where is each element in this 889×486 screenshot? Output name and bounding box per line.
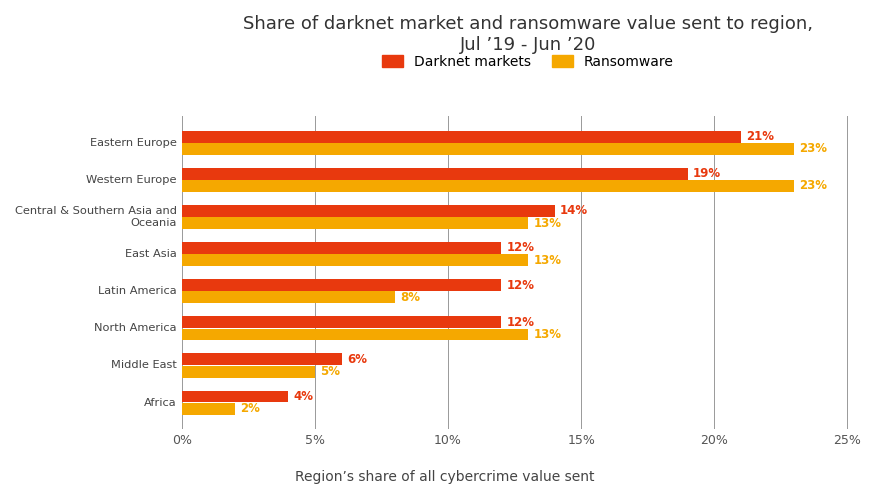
Text: 5%: 5% bbox=[320, 365, 340, 378]
Bar bbox=[182, 242, 501, 254]
Text: 14%: 14% bbox=[560, 204, 588, 217]
Text: 13%: 13% bbox=[533, 254, 561, 267]
Text: 12%: 12% bbox=[507, 242, 534, 255]
Text: 12%: 12% bbox=[507, 316, 534, 329]
Bar bbox=[182, 353, 341, 365]
Text: 19%: 19% bbox=[693, 167, 721, 180]
Text: 2%: 2% bbox=[240, 402, 260, 415]
Bar bbox=[182, 279, 501, 291]
Bar bbox=[182, 143, 794, 155]
Bar bbox=[182, 365, 315, 378]
Text: 13%: 13% bbox=[533, 328, 561, 341]
Bar bbox=[182, 205, 555, 217]
Text: Region’s share of all cybercrime value sent: Region’s share of all cybercrime value s… bbox=[295, 470, 594, 484]
Bar bbox=[182, 217, 528, 229]
Text: 12%: 12% bbox=[507, 278, 534, 292]
Text: 23%: 23% bbox=[799, 142, 828, 156]
Text: 4%: 4% bbox=[293, 390, 314, 403]
Bar bbox=[182, 180, 794, 192]
Text: 6%: 6% bbox=[347, 353, 367, 366]
Text: 8%: 8% bbox=[400, 291, 420, 304]
Text: 23%: 23% bbox=[799, 179, 828, 192]
Text: 13%: 13% bbox=[533, 217, 561, 229]
Bar bbox=[182, 292, 395, 303]
Bar bbox=[182, 316, 501, 328]
Bar bbox=[182, 254, 528, 266]
Bar bbox=[182, 329, 528, 340]
Text: 21%: 21% bbox=[746, 130, 774, 143]
Bar bbox=[182, 391, 288, 402]
Bar bbox=[182, 403, 235, 415]
Bar bbox=[182, 131, 741, 142]
Legend: Darknet markets, Ransomware: Darknet markets, Ransomware bbox=[382, 55, 674, 69]
Bar bbox=[182, 168, 688, 180]
Title: Share of darknet market and ransomware value sent to region,
Jul ’19 - Jun ’20: Share of darknet market and ransomware v… bbox=[243, 15, 813, 54]
